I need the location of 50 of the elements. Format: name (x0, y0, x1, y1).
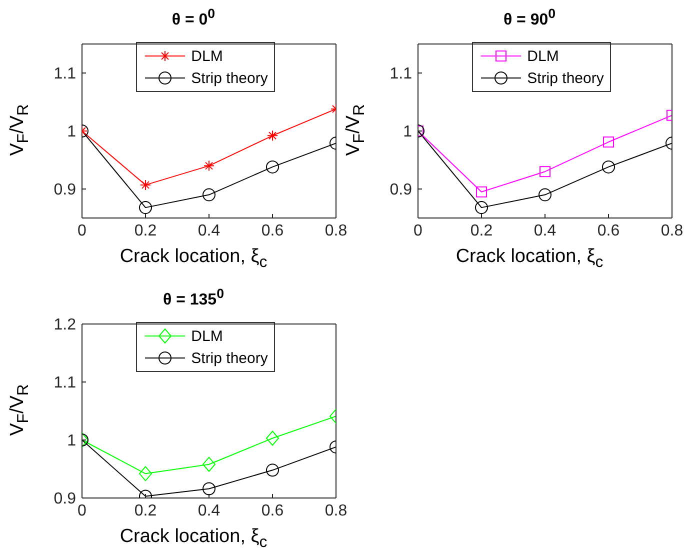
y-tick-label: 0.9 (54, 182, 76, 199)
y-tick-label: 1 (403, 124, 412, 141)
point (602, 160, 615, 174)
legend-label: Strip theory (191, 70, 268, 86)
x-tick-label: 0 (78, 222, 87, 240)
point (266, 160, 279, 174)
x-axis-title: Crack location, ξ$_{c}$ (454, 246, 604, 272)
point (603, 136, 614, 148)
legend-label: DLM (527, 48, 559, 64)
chart-title: θ = 0$^{0}$ (170, 6, 216, 30)
x-axis-title: Crack location, ξ$_{c}$ (118, 246, 268, 272)
chart-title: θ = 135$^{0}$ (162, 286, 225, 310)
x-tick-label: 0.8 (660, 222, 684, 240)
legend-label: DLM (191, 48, 223, 64)
legend-label: Strip theory (527, 70, 604, 86)
y-tick-label: 0.9 (54, 490, 76, 508)
point (475, 201, 488, 214)
point (540, 166, 550, 178)
x-tick-label: 0.6 (261, 222, 284, 240)
y-tick-label: 1.2 (54, 316, 76, 334)
x-tick-label: 0.4 (198, 222, 220, 240)
y-tick-label: 0.9 (390, 182, 412, 199)
legend-label: DLM (191, 328, 223, 344)
x-tick-label: 0 (78, 502, 87, 520)
x-tick-label: 0.4 (534, 222, 556, 240)
x-tick-label: 0.8 (324, 502, 348, 520)
y-tick-label: 1 (67, 124, 76, 141)
x-tick-label: 0.2 (134, 502, 157, 520)
x-tick-label: 0.6 (597, 222, 620, 240)
x-tick-label: 0.2 (134, 222, 157, 240)
point (139, 201, 152, 214)
point (476, 186, 487, 198)
y-tick-label: 1.1 (54, 374, 76, 392)
x-tick-label: 0.6 (261, 502, 284, 520)
x-tick-label: 0 (414, 222, 423, 240)
point (202, 456, 216, 472)
x-axis-title: Crack location, ξ$_{c}$ (118, 526, 268, 552)
chart-title: θ = 90$^{0}$ (502, 6, 557, 30)
legend-label: Strip theory (191, 350, 268, 366)
y-tick-label: 1.1 (54, 66, 76, 83)
y-tick-label: 1 (67, 432, 76, 450)
point (538, 188, 552, 202)
point (202, 188, 216, 202)
point (204, 160, 214, 172)
x-tick-label: 0.4 (198, 502, 220, 520)
x-tick-label: 0.2 (470, 222, 493, 240)
x-tick-label: 0.8 (324, 222, 348, 240)
point (140, 179, 151, 190)
y-tick-label: 1.1 (390, 66, 412, 83)
point (267, 130, 278, 142)
